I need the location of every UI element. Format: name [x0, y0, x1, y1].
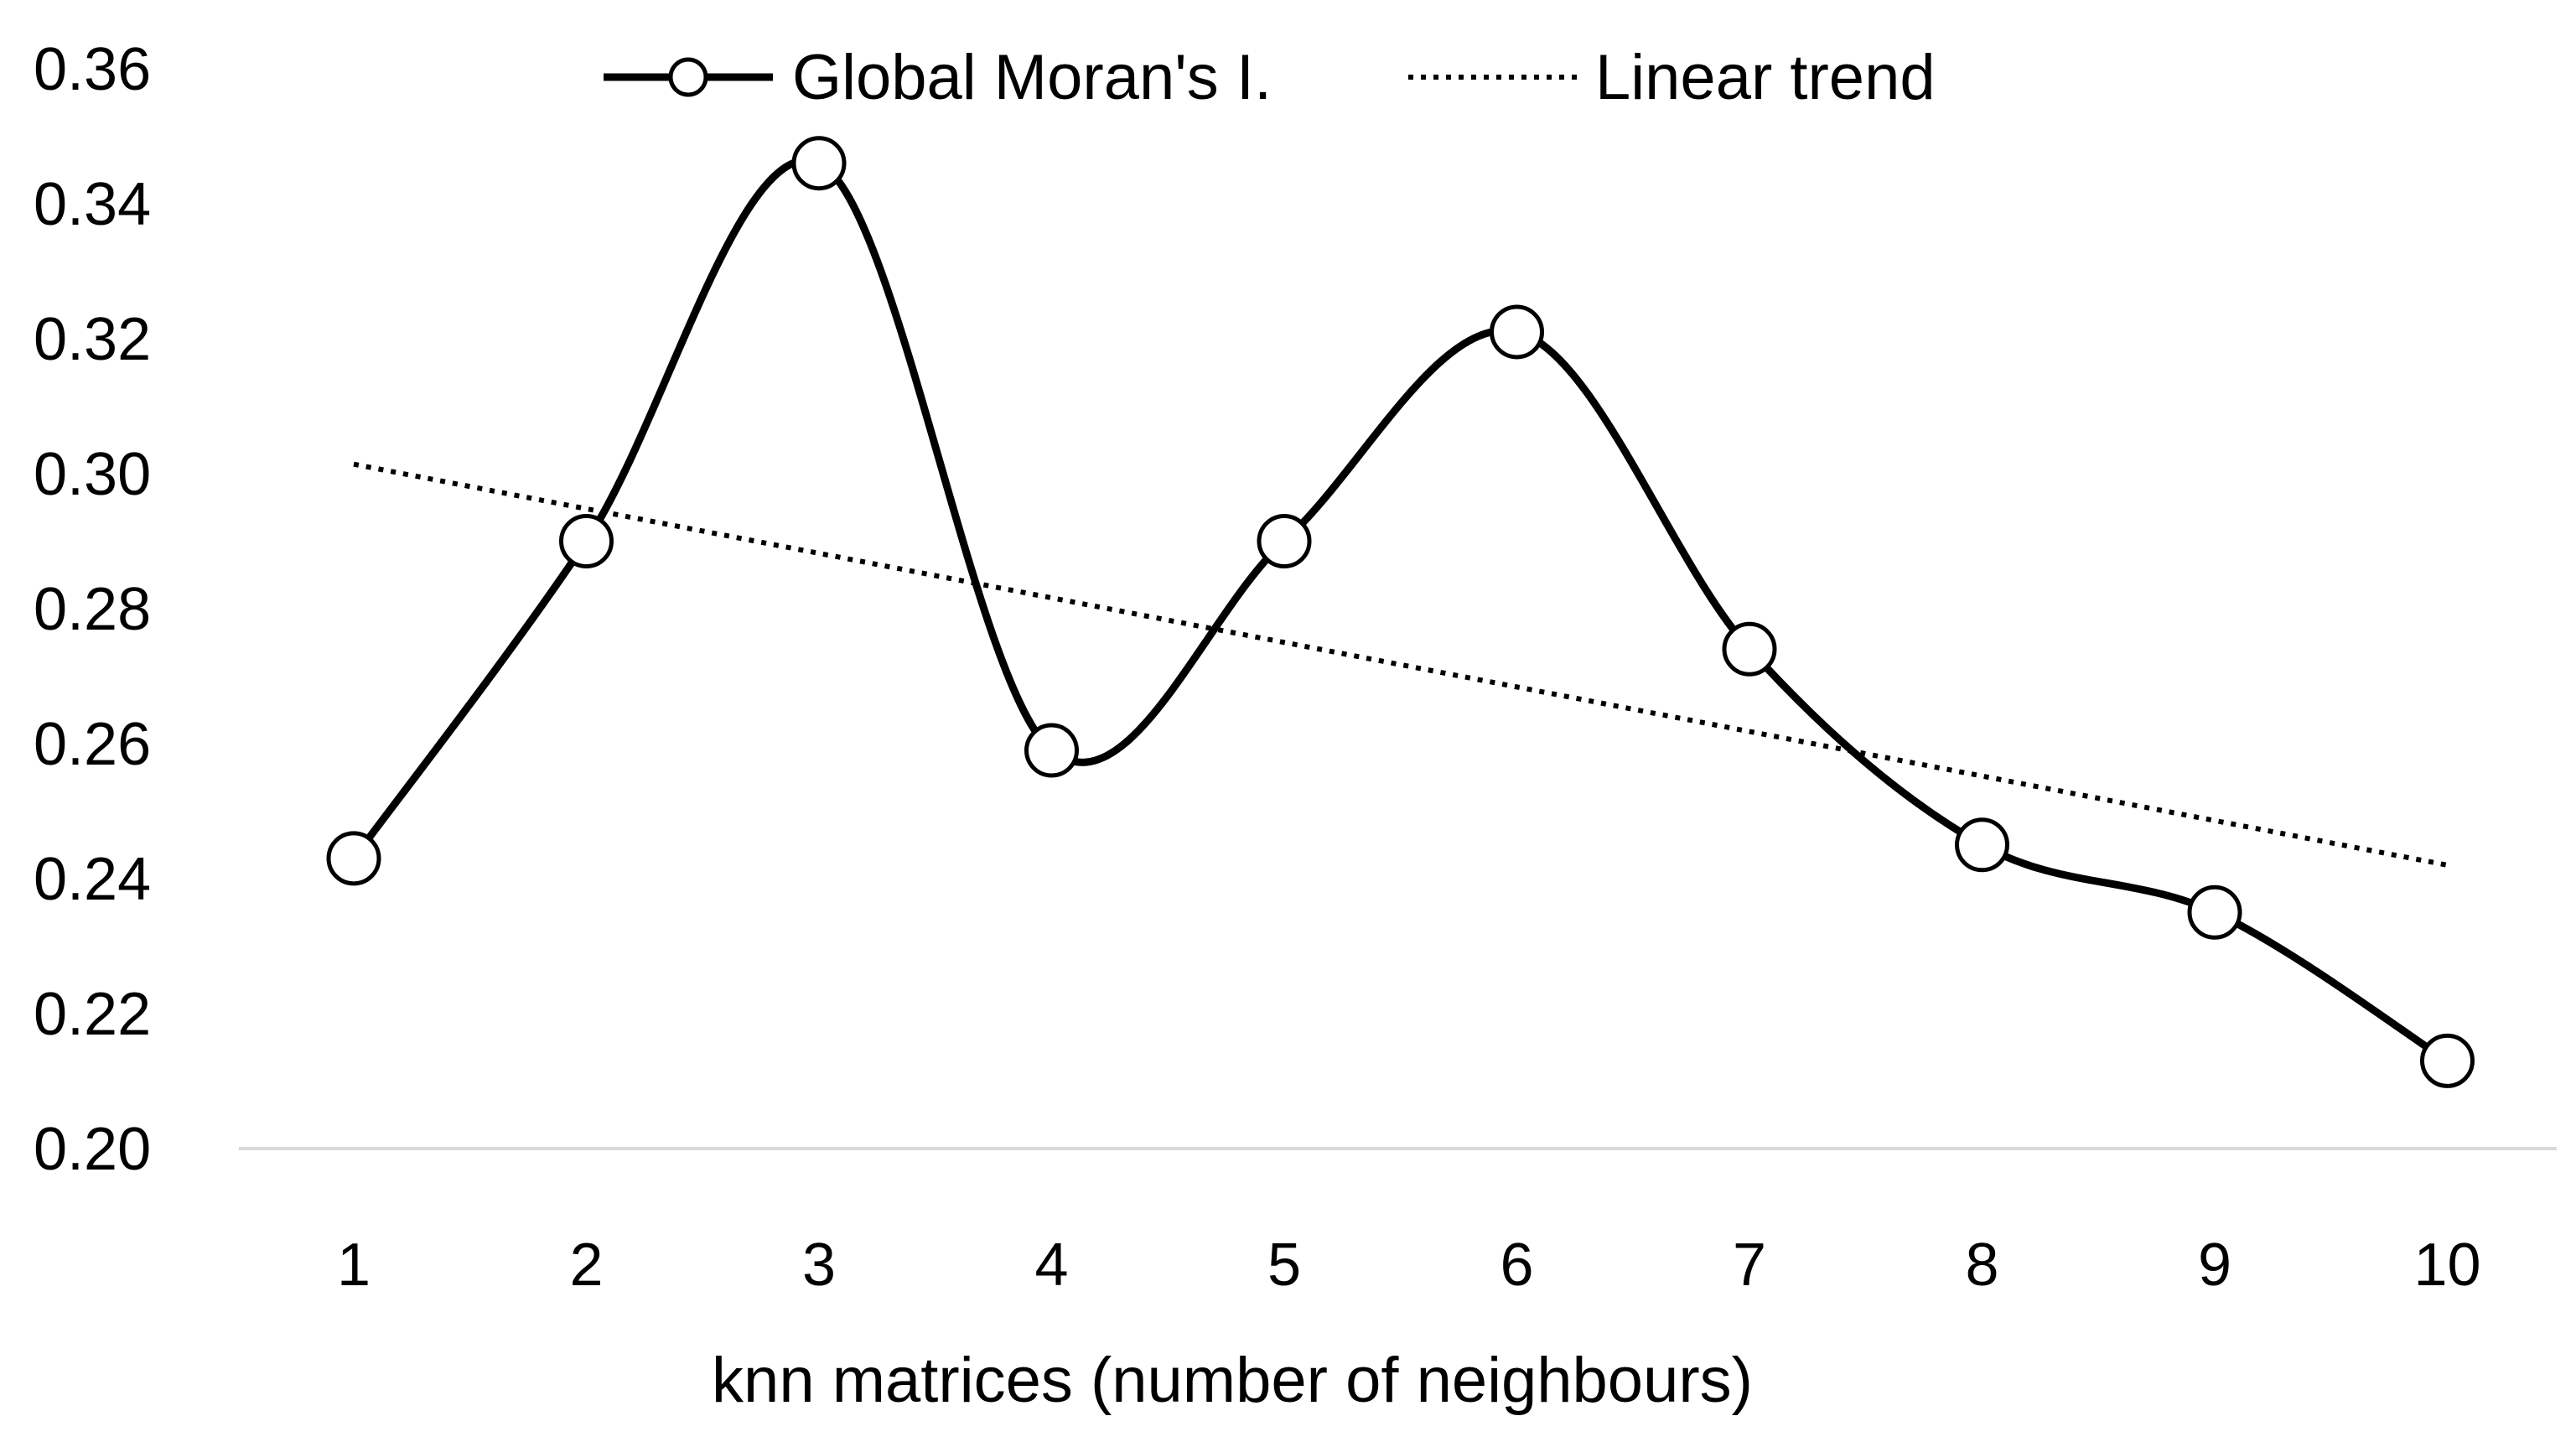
x-axis-title: knn matrices (number of neighbours): [712, 1345, 1753, 1416]
y-tick-label-2: 0.24: [34, 846, 151, 913]
x-tick-label-7: 7: [1733, 1232, 1766, 1299]
x-tick-label-10: 10: [2413, 1232, 2480, 1299]
x-tick-label-9: 9: [2198, 1232, 2231, 1299]
x-tick-label-5: 5: [1267, 1232, 1301, 1299]
y-tick-label-4: 0.28: [34, 576, 151, 643]
x-tick-label-4: 4: [1034, 1232, 1068, 1299]
y-tick-label-8: 0.36: [34, 36, 151, 103]
x-tick-label-8: 8: [1965, 1232, 1998, 1299]
y-tick-label-5: 0.30: [34, 441, 151, 508]
data-point-5: [1257, 514, 1312, 568]
x-tick-label-3: 3: [802, 1232, 836, 1299]
y-tick-label-1: 0.22: [34, 981, 151, 1048]
data-point-10: [2420, 1033, 2475, 1088]
y-tick-label-7: 0.34: [34, 171, 151, 238]
data-point-4: [1024, 723, 1079, 778]
legend-label-global-morans-i: Global Moran's I.: [792, 42, 1272, 113]
data-point-9: [2187, 884, 2242, 940]
legend-swatch-global-morans-i-marker: [668, 57, 708, 97]
data-point-1: [326, 831, 381, 886]
x-tick-label-2: 2: [569, 1232, 603, 1299]
y-tick-label-3: 0.26: [34, 711, 151, 778]
data-point-3: [791, 136, 847, 191]
y-axis-tick-labels: 0.20 0.22 0.24 0.26 0.28 0.30 0.32 0.34 0.36: [34, 36, 151, 1183]
series-line-linear-trend: [353, 461, 2449, 868]
x-tick-label-1: 1: [337, 1232, 371, 1299]
y-tick-label-0: 0.20: [34, 1116, 151, 1183]
data-point-8: [1955, 817, 2009, 873]
series-layer: [326, 136, 2475, 1088]
y-tick-label-6: 0.32: [34, 306, 151, 373]
legend-label-linear-trend: Linear trend: [1595, 42, 1936, 113]
series-line-global-morans-i: [350, 157, 2449, 1065]
data-point-6: [1490, 304, 1544, 360]
data-point-7: [1722, 621, 1777, 677]
legend: Global Moran's I. Linear trend: [604, 42, 1936, 113]
x-axis-tick-labels: 1 2 3 4 5 6 7 8 9 10: [337, 1232, 2481, 1299]
data-point-2: [559, 514, 614, 568]
x-tick-label-6: 6: [1500, 1232, 1533, 1299]
